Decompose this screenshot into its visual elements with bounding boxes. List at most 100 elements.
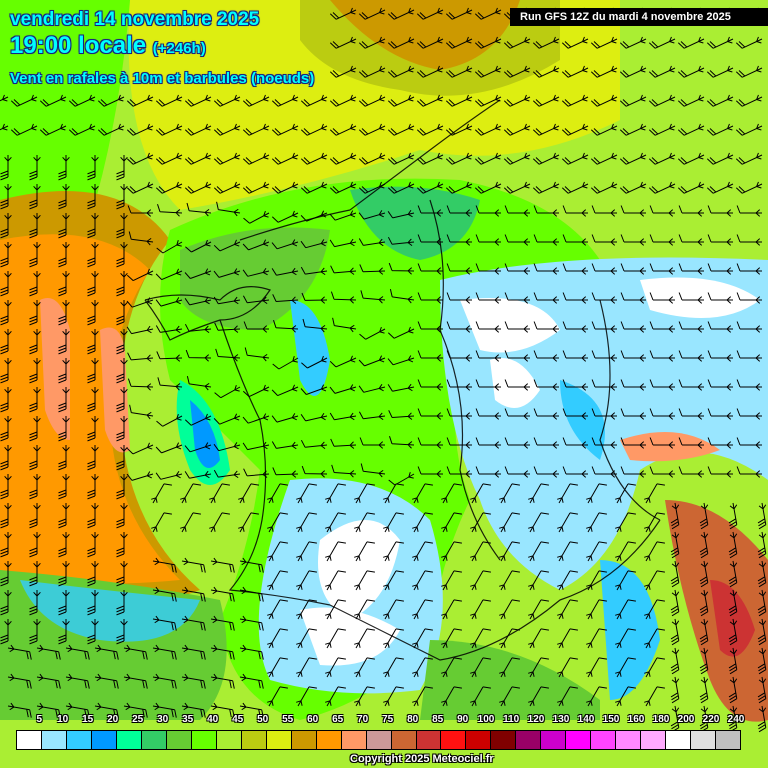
wind-barb <box>383 686 404 707</box>
wind-barb <box>58 445 70 471</box>
wind-barb <box>470 541 491 562</box>
legend-swatch <box>166 731 192 749</box>
wind-barb <box>97 94 125 107</box>
wind-barb <box>300 152 328 165</box>
legend-swatch <box>591 731 617 749</box>
wind-barb <box>707 292 733 304</box>
wind-barb <box>412 570 433 591</box>
legend-swatch <box>491 731 517 749</box>
wind-barb <box>528 657 549 678</box>
wind-barb <box>243 210 270 224</box>
wind-barb <box>181 615 206 631</box>
wind-barb <box>331 464 357 478</box>
wind-barb <box>446 350 472 362</box>
wind-barb <box>58 184 70 210</box>
legend-swatch <box>616 731 642 749</box>
wind-barb <box>358 181 386 194</box>
wind-barb <box>271 267 299 276</box>
wind-barb <box>561 123 589 136</box>
wind-barb <box>706 65 734 78</box>
wind-barb <box>68 94 96 107</box>
wind-barb <box>354 541 375 562</box>
wind-barb <box>214 385 241 399</box>
wind-barb <box>533 321 559 333</box>
wind-barb <box>532 65 560 78</box>
wind-barb <box>670 647 680 675</box>
wind-barb <box>591 263 617 275</box>
legend-label: 90 <box>457 714 469 725</box>
wind-barb <box>127 352 154 362</box>
wind-barb <box>644 483 665 504</box>
wind-barb <box>735 152 763 165</box>
wind-barb <box>116 300 128 326</box>
wind-barb <box>243 321 269 333</box>
wind-barb <box>417 292 443 304</box>
wind-barb <box>210 586 235 602</box>
wind-barb <box>736 263 762 275</box>
wind-barb <box>475 350 501 362</box>
wind-barb <box>329 152 357 165</box>
wind-barb <box>216 201 241 217</box>
legend-label: 100 <box>477 714 495 725</box>
wind-barb <box>242 413 270 424</box>
wind-barb <box>445 152 473 165</box>
wind-barb <box>272 356 299 370</box>
wind-barb <box>152 557 177 573</box>
wind-barb <box>649 437 675 449</box>
wind-barb <box>533 263 559 275</box>
wind-barb <box>116 590 128 616</box>
wind-barb <box>591 408 617 420</box>
wind-barb <box>383 599 404 620</box>
wind-barb <box>412 686 433 707</box>
wind-barb <box>678 350 704 362</box>
wind-barb <box>557 483 578 504</box>
wind-barb <box>728 531 738 559</box>
wind-barb <box>87 561 99 587</box>
wind-barb <box>615 512 636 533</box>
wind-barb <box>0 213 12 239</box>
wind-barb <box>87 184 99 210</box>
wind-barb <box>87 358 99 384</box>
wind-barb <box>58 358 70 384</box>
wind-barb <box>678 263 704 275</box>
wind-barb <box>181 644 206 660</box>
wind-barb <box>301 465 328 478</box>
wind-barb <box>619 94 647 107</box>
wind-barb <box>441 686 462 707</box>
wind-barb <box>354 628 375 649</box>
wind-barb <box>757 705 767 733</box>
wind-barb <box>271 384 299 397</box>
wind-barb <box>557 541 578 562</box>
wind-barb <box>87 300 99 326</box>
wind-barb <box>707 234 733 246</box>
wind-barb <box>499 483 520 504</box>
wind-barb <box>267 657 288 678</box>
wind-barb <box>649 292 675 304</box>
wind-barb <box>213 94 241 107</box>
wind-barb <box>0 532 12 558</box>
wind-barb <box>267 628 288 649</box>
wind-barb <box>561 152 589 165</box>
wind-barb <box>707 350 733 362</box>
wind-barb <box>184 442 212 453</box>
wind-barb <box>300 123 328 136</box>
wind-barb <box>58 503 70 529</box>
wind-barb <box>736 437 762 449</box>
wind-barb <box>156 413 183 427</box>
wind-barb <box>474 152 502 165</box>
wind-barb <box>562 379 588 391</box>
legend-label: 50 <box>257 714 269 725</box>
legend-swatch <box>716 731 741 749</box>
wind-barb <box>325 483 346 504</box>
wind-barb <box>417 321 443 333</box>
wind-barb <box>29 300 41 326</box>
wind-barb <box>354 599 375 620</box>
wind-barb <box>157 377 183 391</box>
wind-barb <box>296 686 317 707</box>
wind-barb <box>757 618 767 646</box>
wind-barb <box>706 181 734 194</box>
wind-barb <box>181 673 206 689</box>
wind-barb <box>648 94 676 107</box>
legend-label: 35 <box>182 714 194 725</box>
